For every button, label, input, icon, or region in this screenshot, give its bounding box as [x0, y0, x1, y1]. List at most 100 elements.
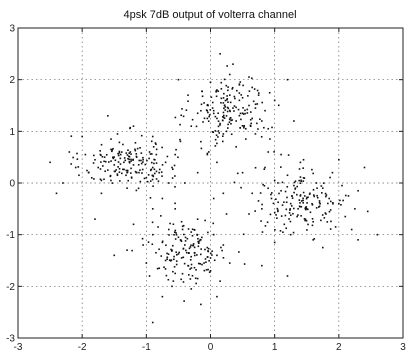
scatter-point	[127, 157, 129, 160]
scatter-point	[182, 115, 185, 118]
scatter-point	[279, 230, 282, 232]
scatter-point	[115, 169, 117, 171]
scatter-point	[225, 84, 228, 87]
scatter-point	[211, 250, 213, 252]
scatter-point	[205, 269, 208, 271]
scatter-point	[206, 153, 209, 156]
scatter-point	[220, 88, 223, 90]
scatter-point	[299, 195, 302, 197]
scatter-point	[111, 150, 113, 153]
scatter-point	[312, 220, 314, 223]
scatter-point	[283, 201, 285, 203]
scatter-point	[347, 195, 350, 197]
scatter-point	[203, 269, 206, 272]
scatter-point	[287, 154, 290, 156]
scatter-point	[141, 172, 143, 174]
scatter-point	[251, 117, 254, 120]
scatter-point	[202, 121, 204, 123]
scatter-point	[181, 108, 183, 110]
y-tick-label: 3	[9, 24, 15, 35]
scatter-point	[150, 161, 153, 164]
scatter-point	[181, 225, 184, 228]
scatter-point	[160, 171, 163, 173]
scatter-point	[117, 161, 120, 163]
scatter-point	[248, 104, 250, 107]
scatter-point	[200, 109, 202, 112]
scatter-point	[273, 241, 276, 244]
scatter-point	[172, 244, 174, 247]
scatter-point	[94, 158, 96, 161]
scatter-point	[149, 197, 152, 199]
scatter-point	[254, 166, 257, 169]
y-tick-label: 2	[9, 75, 15, 86]
scatter-point	[231, 88, 234, 90]
scatter-point	[328, 210, 331, 213]
scatter-point	[100, 179, 103, 182]
scatter-point	[217, 136, 219, 138]
scatter-point	[211, 254, 213, 256]
scatter-point	[141, 168, 144, 171]
scatter-point	[172, 270, 174, 273]
scatter-point	[141, 237, 144, 240]
scatter-point	[142, 244, 144, 246]
tick-marks	[17, 27, 404, 339]
scatter-point	[289, 214, 292, 216]
scatter-point	[112, 157, 115, 160]
scatter-point	[302, 177, 305, 179]
scatter-point	[174, 186, 176, 188]
scatter-point	[187, 100, 189, 103]
scatter-point	[135, 153, 138, 155]
scatter-point	[309, 192, 311, 195]
scatter-point	[62, 182, 64, 184]
scatter-point	[231, 86, 234, 89]
scatter-point	[195, 282, 197, 285]
scatter-point	[158, 171, 160, 174]
scatter-point	[204, 219, 206, 222]
scatter-point	[212, 233, 215, 236]
scatter-point	[226, 95, 228, 97]
scatter-point	[315, 182, 318, 184]
scatter-point	[130, 158, 132, 161]
scatter-point	[228, 94, 231, 96]
scatter-point	[179, 239, 182, 241]
scatter-point	[289, 202, 292, 205]
scatter-point	[166, 252, 168, 255]
scatter-point	[215, 134, 218, 137]
scatter-point	[296, 215, 298, 218]
scatter-point	[206, 152, 209, 155]
scatter-point	[293, 120, 295, 122]
scatter-point	[55, 192, 58, 195]
scatter-point	[151, 178, 154, 181]
scatter-point	[178, 251, 180, 254]
scatter-point	[157, 180, 160, 182]
scatter-point	[263, 184, 266, 187]
scatter-point	[270, 197, 273, 200]
scatter-point	[247, 95, 249, 97]
scatter-point	[257, 200, 260, 202]
scatter-point	[170, 248, 172, 251]
scatter-point	[149, 153, 152, 155]
scatter-point	[304, 219, 306, 222]
y-tick-labels: 3 2 1 0 -1 -2 -3	[6, 24, 15, 345]
scatter-point	[173, 231, 176, 234]
scatter-point	[233, 105, 236, 107]
scatter-point	[166, 155, 169, 158]
scatter-point	[193, 246, 196, 249]
scatter-point	[299, 161, 302, 164]
scatter-point	[207, 120, 210, 122]
scatter-point	[292, 207, 295, 210]
x-tick-label: -2	[78, 342, 87, 353]
scatter-point	[261, 264, 263, 267]
scatter-point	[204, 248, 206, 251]
scatter-point	[165, 274, 168, 277]
scatter-point	[217, 130, 220, 132]
x-tick-label: 3	[400, 342, 406, 353]
scatter-point	[212, 197, 215, 200]
scatter-point	[238, 83, 241, 85]
scatter-point	[187, 94, 189, 96]
scatter-point	[229, 117, 232, 119]
scatter-point	[169, 259, 172, 262]
scatter-point	[180, 220, 183, 223]
scatter-point	[260, 136, 263, 138]
scatter-point	[118, 167, 121, 170]
